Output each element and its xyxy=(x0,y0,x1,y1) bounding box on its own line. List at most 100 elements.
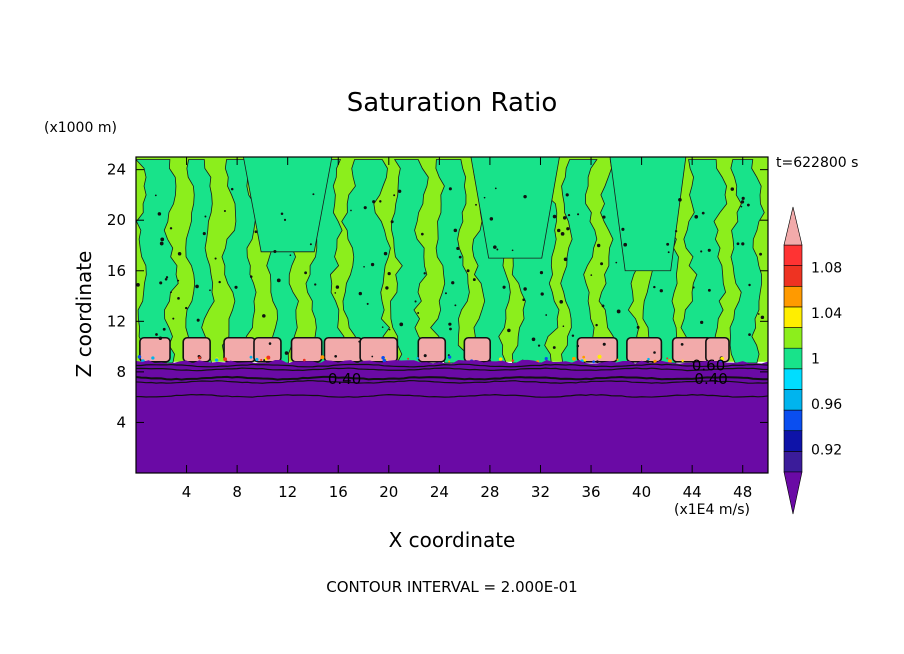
contour-speck xyxy=(372,200,376,204)
contour-speck xyxy=(196,318,200,322)
cloud-base-speck xyxy=(583,359,587,362)
cloud-base-speck xyxy=(597,354,602,359)
contour-speck xyxy=(314,283,317,286)
contour-speck xyxy=(169,227,173,230)
x-axis-label: X coordinate xyxy=(388,528,516,552)
x-axis-unit: (x1E4 m/s) xyxy=(674,502,750,518)
contour-speck xyxy=(602,215,606,219)
colorbar-tick-label: 1 xyxy=(811,352,820,368)
contour-speck xyxy=(358,291,362,296)
cloud-base-speck xyxy=(647,357,650,361)
contour-speck xyxy=(136,283,140,287)
contour-speck xyxy=(757,313,760,315)
contour-speck xyxy=(312,193,315,196)
near-saturation-band xyxy=(243,157,333,253)
contour-speck xyxy=(571,334,575,337)
cloud-base-speck xyxy=(320,355,325,360)
contour-speck xyxy=(741,196,745,200)
contour-speck xyxy=(448,322,452,326)
contour-speck xyxy=(234,285,238,289)
contour-speck xyxy=(748,283,751,287)
contour-speck xyxy=(276,278,281,283)
supersaturated-cell xyxy=(626,336,663,363)
cloud-base-speck xyxy=(137,355,142,359)
contour-speck xyxy=(214,257,217,260)
x-tick-label: 44 xyxy=(683,483,702,501)
supersaturated-cell xyxy=(139,336,171,363)
contour-speck xyxy=(539,271,544,275)
contour-speck xyxy=(387,271,391,276)
colorbar-swatch xyxy=(783,368,803,390)
colorbar-swatch xyxy=(783,306,803,328)
contour-speck xyxy=(414,300,417,303)
contour-speck xyxy=(249,275,253,278)
contour-speck xyxy=(493,245,497,249)
contour-speck xyxy=(218,280,221,284)
contour-speck xyxy=(545,314,548,316)
colorbar-swatch xyxy=(783,347,803,370)
contour-speck xyxy=(667,251,670,254)
cloud-base-speck xyxy=(382,358,387,363)
contour-speck xyxy=(740,205,743,208)
contour-speck xyxy=(202,232,206,236)
near-saturation-column xyxy=(729,159,765,364)
colorbar-swatch xyxy=(783,265,803,287)
contour-speck xyxy=(420,232,424,236)
contour-speck xyxy=(678,197,682,202)
x-tick-label: 48 xyxy=(733,483,752,501)
contour-speck xyxy=(700,320,704,324)
contour-speck xyxy=(552,346,556,349)
contour-speck xyxy=(417,312,420,314)
contour-speck xyxy=(204,215,207,218)
contour-speck xyxy=(423,354,427,358)
cloud-base-speck xyxy=(260,358,263,362)
contour-speck xyxy=(159,241,164,246)
colorbar-under-triangle xyxy=(783,471,803,515)
contour-speck xyxy=(531,337,536,342)
contour-speck xyxy=(653,351,656,354)
supersaturated-cell xyxy=(253,336,282,363)
chart-title: Saturation Ratio xyxy=(346,88,558,118)
cloud-base-speck xyxy=(223,357,227,362)
near-saturation-band xyxy=(609,157,687,272)
cloud-base-speck xyxy=(302,358,306,362)
x-tick-label: 28 xyxy=(480,483,499,501)
cloud-base-speck xyxy=(544,357,548,361)
colorbar-swatch xyxy=(783,389,803,411)
contour-speck xyxy=(223,209,226,213)
contour-speck xyxy=(363,265,365,268)
contour-speck xyxy=(304,271,308,275)
contour-speck xyxy=(522,298,526,302)
contour-speck xyxy=(254,230,258,234)
cloud-base-speck xyxy=(681,359,684,363)
contour-speck xyxy=(159,281,163,285)
cloud-base-speck xyxy=(720,356,725,361)
contour-line xyxy=(136,380,768,384)
cloud-base-speck xyxy=(416,356,419,360)
contour-speck xyxy=(511,249,514,252)
saturation-field xyxy=(136,157,768,473)
contour-interval-text: CONTOUR INTERVAL = 2.000E-01 xyxy=(326,578,578,596)
plot-frame xyxy=(135,156,769,474)
contour-speck xyxy=(680,343,684,346)
contour-speck xyxy=(562,216,567,220)
supersaturated-cell xyxy=(323,336,363,363)
contour-speck xyxy=(557,228,561,233)
contour-speck xyxy=(393,194,396,197)
x-axis-ticks: 4 8 12 16 20 24 28 32 36 40 44 48 xyxy=(182,157,752,501)
cloud-base-speck xyxy=(448,360,451,363)
contour-speck xyxy=(692,286,695,289)
cloud-base-speck xyxy=(572,356,576,361)
colorbar-swatch xyxy=(783,451,803,473)
contour-speck xyxy=(185,306,188,310)
contour-speck xyxy=(165,276,169,279)
cloud-base-speck xyxy=(151,356,155,360)
contour-speck xyxy=(730,187,735,191)
contour-speck xyxy=(160,237,165,242)
cloud-base-speck xyxy=(214,358,219,362)
contour-speck xyxy=(623,242,628,247)
contour-speck xyxy=(615,261,618,264)
contour-lines xyxy=(136,363,768,398)
contour-speck xyxy=(653,285,656,289)
